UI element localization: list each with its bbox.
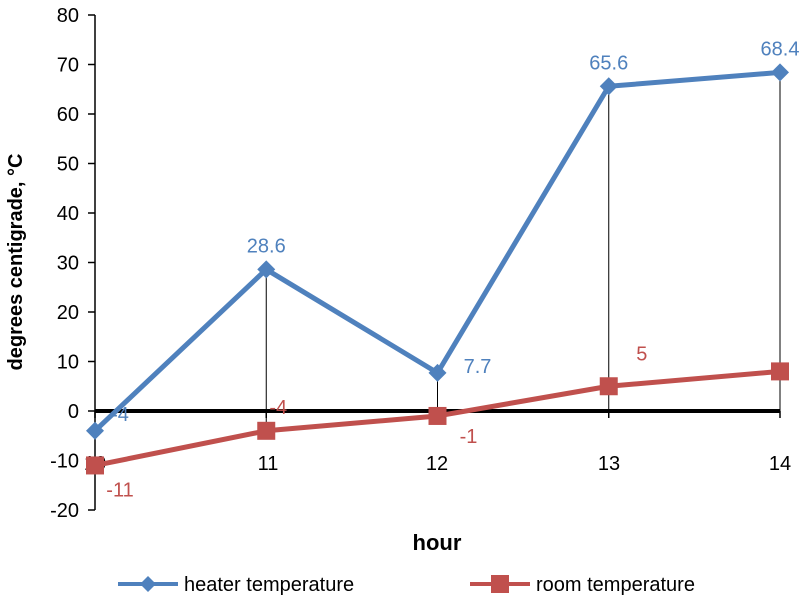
y-tick-label: -10	[50, 451, 79, 473]
y-tick-label: 20	[57, 302, 79, 324]
y-tick-label: 50	[57, 154, 79, 176]
room-data-label: -4	[269, 397, 287, 419]
heater-data-label: 65.6	[589, 52, 628, 74]
legend-label-heater: heater temperature	[184, 574, 354, 596]
y-tick-label: -20	[50, 500, 79, 522]
room-point	[599, 377, 618, 396]
room-point	[771, 362, 789, 381]
data-labels: -428.67.765.668.4-11-4-158	[106, 38, 800, 501]
y-tick-label: 40	[57, 203, 79, 225]
legend-marker-square-icon	[491, 575, 509, 593]
legend-item-heater: heater temperature	[118, 574, 354, 596]
legend: heater temperature room temperature	[118, 574, 695, 596]
x-tick-label: 11	[258, 453, 279, 475]
x-axis-label: hour	[413, 530, 462, 555]
room-point	[86, 456, 104, 475]
x-tick-label: 12	[426, 453, 448, 475]
room-data-label: 5	[636, 343, 647, 365]
room-data-label: -11	[106, 479, 133, 501]
x-tick-label: 14	[769, 453, 791, 475]
y-tick-label: 70	[57, 55, 79, 77]
heater-point	[599, 77, 618, 96]
room-point	[257, 421, 276, 440]
heater-point	[257, 260, 276, 279]
y-tick-label: 80	[57, 5, 79, 27]
heater-point	[771, 63, 789, 82]
x-tick-label: 13	[598, 453, 620, 475]
heater-data-label: 7.7	[464, 356, 492, 378]
room-point	[428, 406, 447, 425]
y-axis-ticks: 80 70 60 50 40 30 20 10 0 -10 -20	[50, 5, 95, 522]
heater-data-label: 28.6	[247, 235, 286, 257]
series-layer	[86, 63, 789, 475]
y-tick-label: 60	[57, 104, 79, 126]
legend-item-room: room temperature	[470, 574, 695, 596]
y-tick-label: 10	[57, 352, 79, 374]
room-data-label: -1	[460, 426, 478, 448]
y-axis-label: degrees centigrade, °C	[5, 154, 27, 371]
y-tick-label: 0	[68, 401, 79, 423]
heater-point	[86, 421, 104, 440]
legend-marker-diamond-icon	[140, 576, 156, 592]
heater-data-label: -4	[111, 404, 129, 426]
y-tick-label: 30	[57, 253, 79, 275]
heater-data-label: 68.4	[761, 38, 800, 60]
legend-label-room: room temperature	[536, 574, 695, 596]
heater-point	[428, 363, 447, 382]
